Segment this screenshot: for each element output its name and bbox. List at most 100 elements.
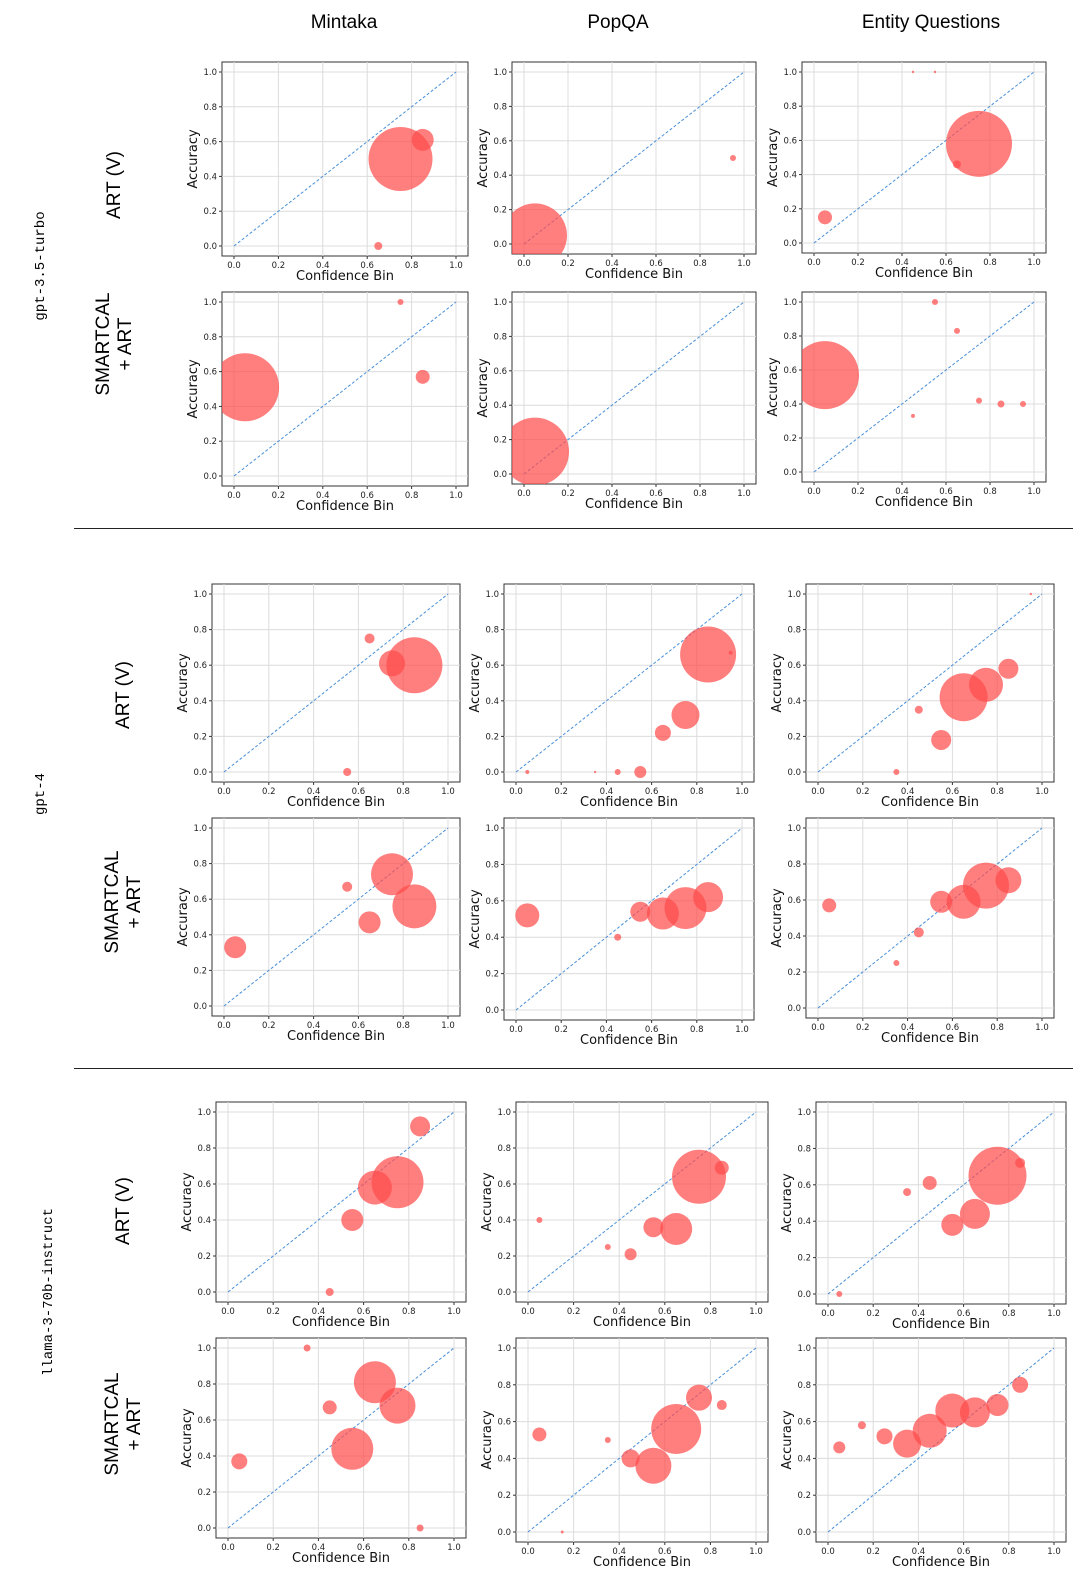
points-group (536, 1149, 729, 1261)
x-tick-label: 0.4 (605, 259, 619, 269)
y-tick-label: 0.2 (497, 1252, 511, 1262)
calibration-point (911, 413, 915, 418)
x-tick-label: 0.6 (939, 487, 953, 497)
calibration-point (303, 1344, 311, 1352)
y-axis-label: Accuracy (476, 358, 491, 418)
y-tick-label: 0.0 (193, 768, 207, 778)
y-tick-label: 0.2 (197, 1488, 211, 1498)
y-tick-label: 0.0 (787, 1004, 801, 1014)
y-tick-label: 0.2 (783, 434, 797, 444)
points-group (833, 1376, 1029, 1458)
y-tick-label: 0.2 (797, 1491, 811, 1501)
y-axis-label: Accuracy (780, 1173, 795, 1233)
calibration-point (322, 1400, 337, 1415)
x-tick-label: 1.0 (447, 1543, 461, 1553)
y-tick-label: 0.8 (497, 1144, 511, 1154)
x-axis-label: Confidence Bin (593, 1315, 691, 1330)
y-tick-label: 0.8 (197, 1380, 211, 1390)
calibration-point (802, 341, 859, 410)
x-tick-label: 0.0 (521, 1307, 535, 1317)
points-group (802, 299, 1026, 418)
calibration-point (604, 1437, 611, 1443)
y-tick-label: 0.4 (193, 931, 207, 941)
y-tick-label: 0.8 (783, 332, 797, 342)
row-label-line2: + ART (124, 875, 145, 929)
calibration-point (343, 768, 352, 776)
x-tick-label: 0.6 (658, 1307, 672, 1317)
x-tick-label: 0.0 (521, 1547, 535, 1557)
x-tick-label: 0.8 (983, 487, 997, 497)
calibration-point (1029, 592, 1032, 596)
row-label-smartcal-1: SMARTCAL + ART (93, 254, 137, 434)
x-tick-label: 0.0 (217, 1021, 231, 1031)
y-tick-label: 0.0 (485, 768, 499, 778)
points-group (368, 127, 434, 250)
y-tick-label: 0.2 (493, 436, 507, 446)
x-tick-label: 0.0 (221, 1543, 235, 1553)
calibration-plot-15: 0.0 0.0 0.2 0.2 0.4 0.4 0.6 0.6 0.8 0.8 1.0 1.0 Conf… (780, 1101, 1067, 1332)
x-tick-label: 0.2 (851, 487, 865, 497)
x-tick-label: 0.8 (983, 258, 997, 268)
calibration-point (822, 898, 837, 913)
calibration-plot-16: 0.0 0.0 0.2 0.2 0.4 0.4 0.6 0.6 0.8 0.8 1.0 1.0 Conf… (180, 1337, 467, 1566)
calibration-plot-7: 0.0 0.0 0.2 0.2 0.4 0.4 0.6 0.6 0.8 0.8 1.0 1.0 Conf… (176, 583, 461, 810)
perfect-calibration-line (233, 71, 457, 247)
calibration-point (392, 884, 437, 929)
perfect-calibration-line (813, 301, 1035, 473)
y-tick-label: 0.0 (783, 239, 797, 249)
y-tick-label: 0.4 (783, 171, 797, 181)
y-tick-label: 0.0 (197, 1524, 211, 1534)
calibration-point (833, 1441, 846, 1454)
x-axis-label: Confidence Bin (292, 1551, 390, 1566)
y-tick-label: 0.2 (203, 437, 217, 447)
calibration-point (331, 1427, 374, 1470)
y-tick-label: 1.0 (783, 68, 797, 78)
y-tick-label: 1.0 (497, 1344, 511, 1354)
y-tick-label: 0.0 (493, 470, 507, 480)
y-tick-label: 0.4 (497, 1216, 511, 1226)
y-axis-label: Accuracy (480, 1410, 495, 1470)
y-tick-label: 0.4 (203, 172, 217, 182)
x-tick-label: 0.4 (600, 1025, 614, 1035)
calibration-plot-1: 0.0 0.0 0.2 0.2 0.4 0.4 0.6 0.6 0.8 0.8 1.0 1.0 Conf… (186, 61, 469, 284)
y-tick-label: 0.0 (797, 1528, 811, 1538)
x-axis-label: Confidence Bin (287, 795, 385, 810)
calibration-point (686, 1384, 712, 1411)
row-label-art-v-3: ART (V) (113, 1121, 135, 1301)
x-tick-label: 1.0 (749, 1307, 763, 1317)
points-group (515, 882, 724, 941)
calibration-point (536, 1217, 543, 1223)
perfect-calibration-line (223, 593, 449, 773)
y-tick-label: 0.2 (197, 1252, 211, 1262)
calibration-point (1020, 401, 1026, 407)
y-axis-label: Accuracy (476, 128, 491, 188)
plot-frame (511, 61, 757, 255)
x-tick-label: 0.8 (396, 787, 410, 797)
points-group (822, 862, 1022, 966)
calibration-point (714, 1160, 729, 1175)
y-tick-label: 0.4 (783, 400, 797, 410)
x-tick-label: 0.8 (1002, 1547, 1016, 1557)
row-label-art-v-1: ART (V) (104, 95, 126, 275)
calibration-point (959, 1397, 990, 1428)
x-tick-label: 0.4 (600, 787, 614, 797)
x-tick-label: 0.4 (612, 1307, 626, 1317)
calibration-point (651, 1403, 702, 1454)
calibration-point (911, 70, 915, 74)
x-tick-label: 0.4 (912, 1309, 926, 1319)
calibration-point (946, 884, 981, 919)
calibration-point (968, 1146, 1027, 1205)
calibration-point (997, 400, 1005, 408)
column-title-entity-questions: Entity Questions (861, 12, 1001, 33)
x-tick-label: 0.0 (517, 489, 531, 499)
perfect-calibration-line (227, 1111, 455, 1293)
y-tick-label: 0.8 (485, 626, 499, 636)
x-tick-label: 0.4 (307, 787, 321, 797)
row-label-line1: SMARTCAL (102, 1372, 123, 1476)
calibration-point (374, 242, 383, 250)
y-tick-label: 0.4 (797, 1454, 811, 1464)
calibration-point (876, 1428, 893, 1445)
calibration-point (654, 724, 671, 741)
calibration-point (933, 70, 937, 74)
x-tick-label: 0.8 (402, 1307, 416, 1317)
